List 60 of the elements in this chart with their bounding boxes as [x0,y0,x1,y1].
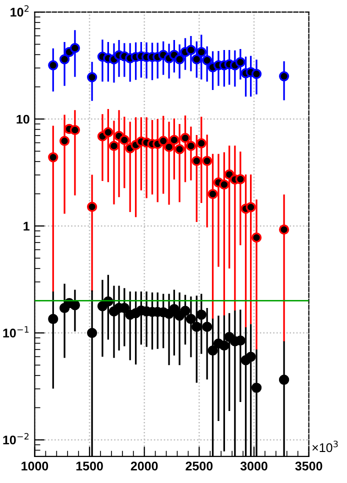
point [235,57,246,68]
point [119,134,130,146]
point [169,134,180,146]
point [108,140,120,152]
point [278,374,290,385]
point [251,232,262,243]
point [86,202,98,212]
y-tick-label: 10$^{2}$ [10,5,29,17]
point [278,71,290,82]
point [251,68,262,80]
point [278,224,290,235]
point [186,314,196,324]
y-tick-label: 10$^{−2}$ [3,433,29,444]
x-tick-label: 1500 [76,462,103,470]
point [196,310,206,320]
point [180,306,190,316]
point [202,156,212,166]
point [251,382,262,393]
point [174,54,185,64]
point [86,328,98,338]
x-tick-label: 2500 [186,462,213,470]
point [174,144,185,154]
point [164,142,174,152]
point [169,304,180,314]
x-tick-label: 1000 [22,462,48,470]
point [219,179,230,190]
point [70,42,80,54]
point [48,314,58,324]
point [219,340,230,351]
point [59,54,70,64]
point [192,322,202,332]
y-tick-label: 1 [24,222,30,230]
point [192,156,202,166]
x-tick-label: 3500 [295,462,322,470]
point [59,136,70,146]
x-tick-label: 2000 [130,462,158,470]
x-tick-label: 3000 [240,462,268,470]
point [196,46,206,58]
point [186,44,196,56]
point [208,188,218,200]
point [202,55,212,66]
point [103,127,114,138]
point [186,140,196,152]
point [158,136,168,146]
point [70,300,80,310]
point [48,60,58,70]
y-tick-label: 10 [16,114,30,124]
y-tick-label: 10$^{−1}$ [3,326,29,338]
point [246,202,256,212]
point [208,345,218,356]
point [235,174,246,184]
point [202,322,212,332]
point [180,132,190,144]
text: ×10$^{3}$ [312,440,338,452]
point [48,152,58,162]
point [192,54,202,64]
point [70,124,80,136]
point [246,352,256,362]
point [196,138,206,148]
point [86,72,98,82]
